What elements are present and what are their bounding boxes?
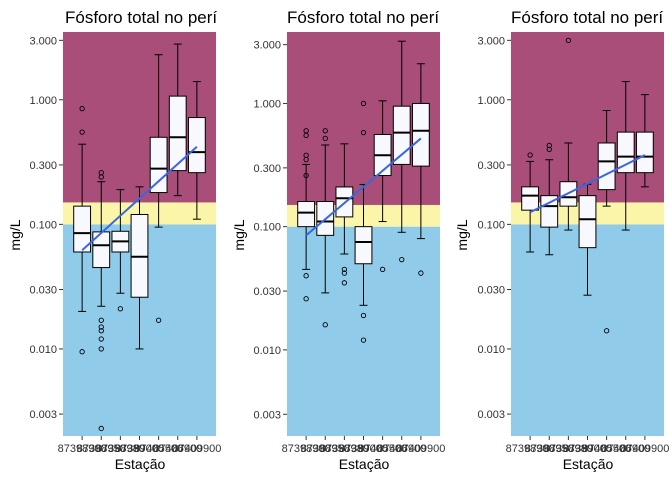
y-tick-label: 0.100 <box>253 222 281 234</box>
chart-title: Fósforo total no perí <box>65 8 217 27</box>
box-iqr <box>522 187 539 210</box>
box-iqr <box>188 118 205 173</box>
y-tick-label: 0.300 <box>477 160 505 172</box>
y-tick-label: 0.300 <box>253 163 281 175</box>
y-tick-label: 0.010 <box>29 344 57 356</box>
x-tick-label: 87409900 <box>172 443 221 455</box>
y-tick-label: 1.000 <box>29 95 57 107</box>
x-axis-title: Estação <box>115 456 166 472</box>
y-tick-label: 0.003 <box>477 409 505 421</box>
box-iqr <box>150 137 167 192</box>
chart-panel-3: Fósforo total no perí Estação mg/L 0.003… <box>454 8 669 472</box>
y-tick-label: 0.100 <box>477 219 505 231</box>
y-tick-label: 0.300 <box>29 160 57 172</box>
x-axis: 8739890087398950873989808739900087405500… <box>506 436 670 455</box>
y-tick-label: 0.030 <box>253 286 281 298</box>
y-tick-label: 0.010 <box>477 344 505 356</box>
x-tick-label: 87409900 <box>620 443 669 455</box>
y-tick-label: 3.000 <box>29 35 57 47</box>
x-axis: 8739890087398950873989808739900087405500… <box>282 436 446 455</box>
box-iqr <box>636 132 653 173</box>
y-tick-label: 1.000 <box>253 98 281 110</box>
x-axis-title: Estação <box>563 456 614 472</box>
y-tick-label: 0.030 <box>477 284 505 296</box>
y-axis: 0.003 0.010 0.030 0.100 0.300 1.000 3.000 <box>477 35 511 421</box>
box-iqr <box>355 227 372 264</box>
y-tick-label: 1.000 <box>477 95 505 107</box>
box-iqr <box>412 103 429 166</box>
y-axis: 0.003 0.010 0.030 0.100 0.300 1.000 3.000 <box>29 35 63 421</box>
chart-panel-1: Fósforo total no perí Estação mg/L 0.003… <box>7 8 221 472</box>
y-axis-title: mg/L <box>454 219 470 250</box>
y-tick-label: 0.003 <box>253 409 281 421</box>
y-axis-title: mg/L <box>7 219 23 250</box>
y-tick-label: 3.000 <box>477 35 505 47</box>
x-axis: 8739890087398950873989808739900087405500… <box>58 436 222 455</box>
y-tick-label: 0.030 <box>29 284 57 296</box>
box-iqr <box>579 196 596 248</box>
box-iqr <box>298 202 315 227</box>
y-tick-label: 3.000 <box>253 40 281 52</box>
box-iqr <box>598 143 615 190</box>
x-tick-label: 87409900 <box>396 443 445 455</box>
threshold-band-high <box>511 32 664 202</box>
chart-panel-2: Fósforo total no perí Estação mg/L 0.003… <box>231 8 445 472</box>
chart-title: Fósforo total no perí <box>287 8 439 27</box>
y-tick-label: 0.100 <box>29 219 57 231</box>
y-tick-label: 0.010 <box>253 345 281 357</box>
y-axis-title: mg/L <box>231 219 247 250</box>
y-tick-label: 0.003 <box>29 409 57 421</box>
x-axis-title: Estação <box>339 456 390 472</box>
y-axis: 0.003 0.010 0.030 0.100 0.300 1.000 3.000 <box>253 40 287 422</box>
chart-title: Fósforo total no perí <box>511 8 663 27</box>
